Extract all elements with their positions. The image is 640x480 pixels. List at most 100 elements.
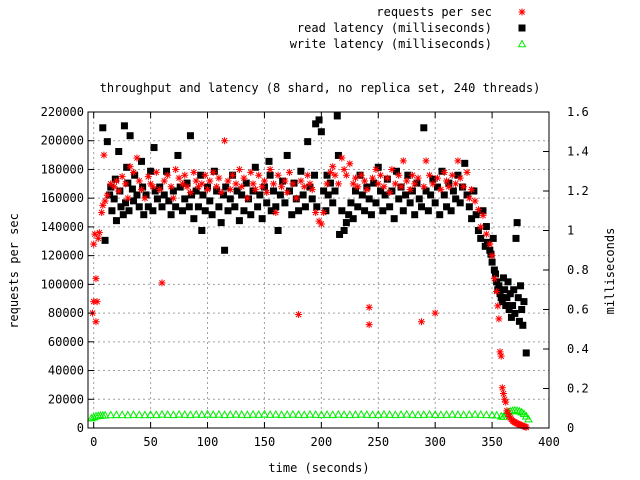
- read-latency-point: [522, 349, 530, 357]
- requests-point: [383, 174, 391, 182]
- requests-point: [334, 180, 342, 188]
- requests-point: [213, 183, 221, 191]
- legend-marker-star: [518, 8, 526, 16]
- read-latency-point: [370, 179, 378, 187]
- read-latency-point: [231, 203, 239, 211]
- read-latency-point: [267, 207, 275, 215]
- read-latency-point: [128, 185, 136, 193]
- write-latency-point: [237, 410, 247, 418]
- y-tick-label: 120000: [41, 249, 84, 263]
- requests-point: [454, 157, 462, 165]
- read-latency-point: [142, 191, 150, 199]
- read-latency-point: [276, 191, 284, 199]
- read-latency-point: [135, 203, 143, 211]
- requests-point: [251, 186, 259, 194]
- read-latency-point: [509, 302, 517, 310]
- y-tick-label: 40000: [48, 364, 84, 378]
- read-latency-point: [333, 112, 341, 120]
- read-latency-point: [354, 203, 362, 211]
- requests-point: [406, 186, 414, 194]
- read-latency-point: [201, 207, 209, 215]
- requests-point: [338, 154, 346, 162]
- read-latency-point: [215, 203, 223, 211]
- read-latency-point: [120, 122, 128, 130]
- write-latency-point: [231, 409, 241, 418]
- write-latency-point: [134, 410, 144, 419]
- x-tick-label: 200: [311, 435, 333, 449]
- requests-point: [361, 177, 369, 185]
- requests-point: [137, 186, 145, 194]
- read-latency-point: [249, 187, 257, 195]
- x-axis-label: time (seconds): [268, 461, 369, 475]
- requests-point: [365, 321, 373, 329]
- read-latency-point: [304, 138, 312, 146]
- write-latency-point: [271, 409, 281, 418]
- read-latency-point: [399, 207, 407, 215]
- requests-point: [186, 188, 194, 196]
- read-latency-point: [496, 290, 504, 298]
- requests-point: [351, 174, 359, 182]
- requests-point: [289, 180, 297, 188]
- read-latency-point: [479, 207, 487, 215]
- requests-point: [422, 157, 430, 165]
- series-square: [99, 112, 530, 357]
- read-latency-point: [477, 234, 485, 242]
- write-latency-point: [436, 410, 446, 419]
- requests-point: [308, 186, 316, 194]
- requests-point: [357, 171, 365, 179]
- read-latency-point: [468, 215, 476, 223]
- read-latency-point: [488, 258, 496, 266]
- requests-point: [304, 171, 312, 179]
- requests-point: [495, 315, 503, 323]
- axis-ticks: 0 50 100 150 200 250 300 350 400 0 20000 40000 60000…: [41, 105, 589, 449]
- requests-point: [317, 220, 325, 228]
- legend-label-read-latency: read latency (milliseconds): [297, 21, 492, 35]
- write-latency-point: [214, 409, 224, 418]
- requests-point: [238, 183, 246, 191]
- read-latency-point: [433, 183, 441, 191]
- requests-point: [494, 302, 502, 310]
- read-latency-point: [150, 144, 158, 152]
- read-latency-point: [137, 157, 145, 165]
- read-latency-point: [323, 171, 331, 179]
- requests-point: [323, 180, 331, 188]
- read-latency-point: [386, 203, 394, 211]
- read-latency-point: [295, 207, 303, 215]
- requests-point: [326, 168, 334, 176]
- read-latency-point: [489, 234, 497, 242]
- requests-point: [204, 186, 212, 194]
- requests-point: [91, 230, 99, 238]
- write-latency-point: [260, 409, 269, 418]
- x-tick-label: 150: [254, 435, 276, 449]
- y2-tick-label: 1.6: [567, 105, 589, 119]
- requests-point: [463, 168, 471, 176]
- read-latency-point: [345, 211, 353, 219]
- read-latency-point: [131, 171, 139, 179]
- requests-point: [206, 177, 214, 185]
- y2-tick-label: 0.4: [567, 342, 589, 356]
- y-tick-label: 180000: [41, 162, 84, 176]
- read-latency-point: [112, 217, 120, 225]
- read-latency-point: [456, 199, 464, 207]
- y-tick-label: 80000: [48, 306, 84, 320]
- read-latency-point: [461, 159, 469, 167]
- write-latency-point: [129, 410, 138, 418]
- write-latency-point: [169, 410, 178, 419]
- read-latency-point: [379, 207, 387, 215]
- write-latency-point: [396, 410, 406, 418]
- read-latency-point: [174, 151, 182, 159]
- read-latency-point: [176, 183, 184, 191]
- read-latency-point: [498, 298, 506, 306]
- requests-point: [235, 165, 243, 173]
- read-latency-point: [190, 215, 198, 223]
- x-tick-label: 250: [367, 435, 389, 449]
- read-latency-point: [481, 242, 489, 250]
- requests-point: [479, 211, 487, 219]
- write-latency-point: [191, 409, 201, 418]
- y2-axis-label: milliseconds: [603, 228, 617, 315]
- requests-point: [92, 318, 100, 326]
- requests-point: [167, 183, 175, 191]
- write-latency-point: [476, 410, 486, 418]
- read-latency-point: [415, 195, 423, 203]
- requests-point: [471, 197, 479, 205]
